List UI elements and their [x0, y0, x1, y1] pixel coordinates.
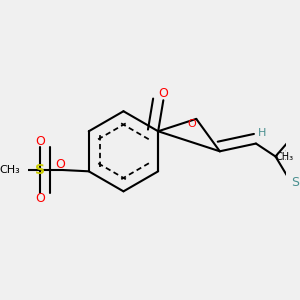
- Text: S: S: [35, 163, 45, 177]
- Text: O: O: [158, 87, 168, 100]
- Text: O: O: [187, 118, 196, 128]
- Text: H: H: [258, 128, 267, 138]
- Text: O: O: [55, 158, 65, 171]
- Text: CH₃: CH₃: [0, 165, 20, 175]
- Text: CH₃: CH₃: [275, 152, 293, 162]
- Text: O: O: [35, 193, 45, 206]
- Text: O: O: [35, 135, 45, 148]
- Text: S: S: [292, 176, 299, 189]
